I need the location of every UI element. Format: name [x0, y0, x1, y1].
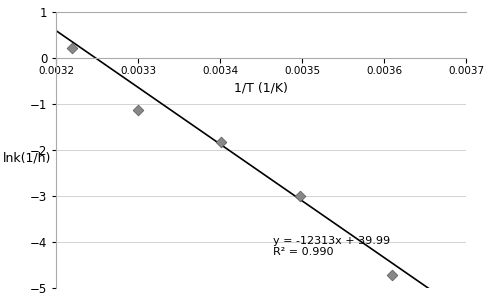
Point	[68, 45, 76, 50]
Point	[217, 139, 225, 144]
Text: y = -12313x + 39.99
R² = 0.990: y = -12313x + 39.99 R² = 0.990	[273, 236, 391, 258]
X-axis label: 1/T (1/K): 1/T (1/K)	[234, 81, 288, 94]
Text: lnk(1/h): lnk(1/h)	[3, 152, 52, 165]
Point	[296, 194, 303, 199]
Point	[388, 273, 396, 278]
Point	[135, 107, 142, 112]
